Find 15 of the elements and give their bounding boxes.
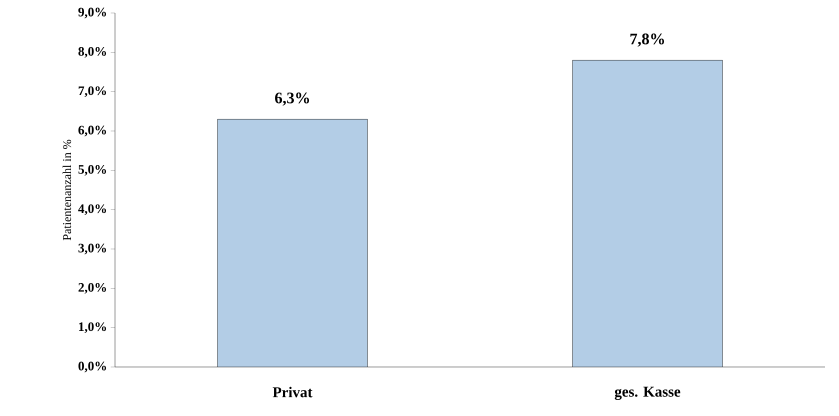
data-label: 6,3% xyxy=(275,92,310,106)
y-tick-label: 6,0% xyxy=(78,126,106,136)
y-tick-label: 1,0% xyxy=(79,322,106,333)
y-tick-label: 8,0% xyxy=(78,47,106,58)
y-tick-label: 2,0% xyxy=(78,283,106,294)
data-label: 7,8% xyxy=(630,34,664,47)
x-tick-label: ges. Kasse xyxy=(614,386,680,400)
y-tick-label: 7,0% xyxy=(78,86,106,97)
y-tick-label: 5,0% xyxy=(78,165,106,176)
y-tick-label: 4,0% xyxy=(78,204,106,215)
y-tick-label: 3,0% xyxy=(78,244,106,254)
y-axis-title: Patientenanzahl in % xyxy=(62,140,72,240)
x-tick-label: Privat xyxy=(272,386,312,398)
y-tick-label: 9,0% xyxy=(78,8,106,18)
y-tick-label: 0,0% xyxy=(78,362,106,372)
